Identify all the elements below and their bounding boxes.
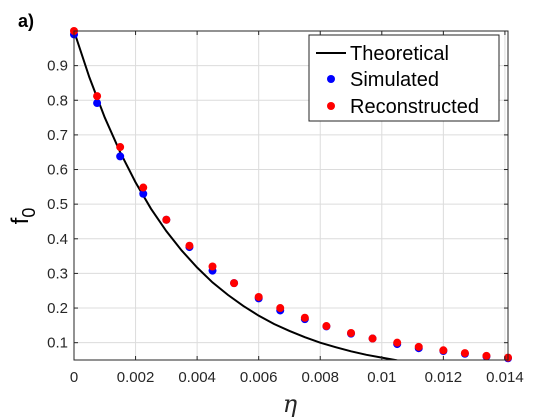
reconstructed-point (185, 241, 194, 250)
x-tick-label: 0.006 (240, 369, 278, 386)
y-tick-label: 0.6 (47, 162, 68, 179)
y-tick-label: 0.5 (47, 196, 68, 213)
reconstructed-point (139, 183, 148, 192)
theoretical-line (74, 31, 402, 360)
x-tick-label: 0.008 (301, 369, 339, 386)
axis-ticks: 0 0.002 0.004 0.006 0.008 0.01 0.012 0.014 0.1 0.… (47, 31, 524, 386)
reconstructed-point (414, 342, 423, 351)
legend-box (308, 34, 500, 122)
y-tick-label: 0.8 (47, 92, 68, 109)
legend-label-simulated: Simulated (350, 69, 439, 91)
y-tick-label: 0.2 (47, 300, 68, 317)
reconstructed-point (254, 292, 263, 301)
x-tick-label: 0.002 (117, 369, 155, 386)
x-tick-label: 0.014 (486, 369, 524, 386)
y-tick-label: 0.4 (47, 231, 68, 248)
legend-label-reconstructed: Reconstructed (350, 96, 479, 118)
y-axis-label-subscript: 0 (19, 208, 39, 218)
reconstructed-point (276, 304, 285, 313)
series-layer (70, 27, 512, 363)
y-tick-label: 0.9 (47, 58, 68, 75)
x-tick-label: 0.01 (367, 369, 396, 386)
x-tick-label: 0 (70, 369, 78, 386)
y-axis-label-main: f (7, 217, 34, 224)
legend-label-theoretical: Theoretical (350, 43, 449, 65)
reconstructed-point (439, 346, 448, 355)
simulated-point (116, 152, 125, 161)
reconstructed-point (347, 328, 356, 337)
reconstructed-point (230, 279, 239, 288)
reconstructed-point (368, 334, 377, 343)
reconstructed-point (162, 215, 171, 224)
y-tick-label: 0.7 (47, 127, 68, 144)
x-tick-label: 0.004 (178, 369, 216, 386)
y-tick-label: 0.1 (47, 335, 68, 352)
reconstructed-point (460, 349, 469, 358)
y-axis-label: f0 (7, 208, 39, 225)
simulated-point (139, 189, 148, 198)
legend: Theoretical Simulated Reconstructed (308, 34, 500, 122)
y-tick-label: 0.3 (47, 265, 68, 282)
reconstructed-point (300, 313, 309, 322)
panel-label: a) (18, 11, 34, 31)
legend-marker-reconstructed (327, 102, 335, 110)
reconstructed-point (482, 351, 491, 360)
reconstructed-point (93, 92, 102, 101)
reconstructed-point (322, 322, 331, 331)
legend-marker-simulated (327, 75, 335, 83)
reconstructed-point (116, 143, 125, 152)
plot-frame (73, 30, 509, 361)
reconstructed-point (393, 338, 402, 347)
x-tick-label: 0.012 (425, 369, 463, 386)
simulated-point (93, 99, 102, 108)
x-axis-label: η (283, 390, 298, 418)
reconstructed-point (208, 262, 217, 271)
